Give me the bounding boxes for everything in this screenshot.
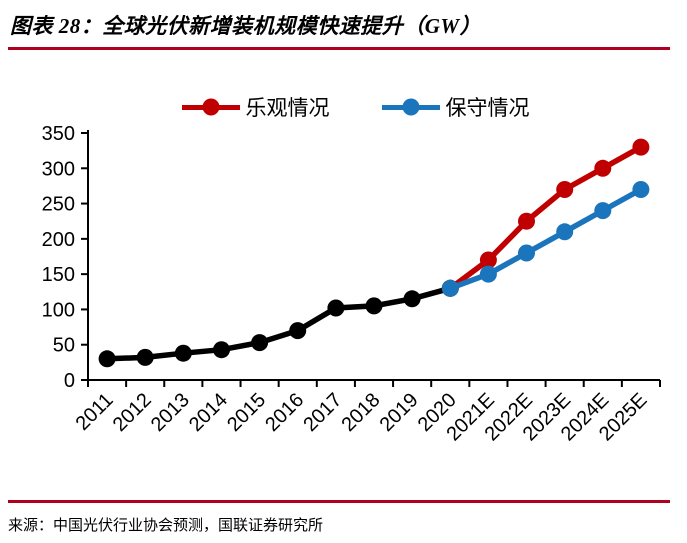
- data-point-marker: [556, 181, 574, 198]
- data-point-marker: [632, 138, 650, 156]
- x-tick-label: 2019: [376, 389, 423, 436]
- y-tick-label: 100: [42, 299, 75, 321]
- data-point-marker: [479, 265, 497, 283]
- legend-dot-icon: [202, 98, 219, 116]
- data-point-marker: [518, 244, 535, 262]
- chart-legend: 乐观情况 保守情况: [12, 92, 687, 122]
- x-tick-label: 2017: [299, 389, 346, 436]
- data-point-marker: [518, 212, 535, 230]
- y-tick-label: 250: [42, 194, 75, 216]
- legend-label: 乐观情况: [245, 96, 330, 120]
- data-point-marker: [98, 350, 116, 368]
- y-tick-label: 300: [42, 158, 75, 180]
- source-note: 来源：中国光伏行业协会预测，国联证券研究所: [8, 518, 324, 534]
- legend-label: 保守情况: [445, 96, 530, 120]
- data-point-marker: [403, 290, 421, 308]
- legend-item-optimistic: 乐观情况: [181, 92, 330, 122]
- y-tick-label: 150: [42, 264, 75, 286]
- data-point-marker: [365, 297, 383, 315]
- data-point-marker: [556, 223, 574, 241]
- data-point-marker: [174, 344, 192, 362]
- x-tick-label: 2012: [109, 389, 156, 436]
- data-point-marker: [213, 341, 230, 359]
- data-point-marker: [327, 299, 345, 317]
- series-line: [106, 285, 452, 362]
- title-divider-rule: [8, 47, 670, 50]
- y-tick-label: 0: [64, 370, 75, 392]
- legend-item-conservative: 保守情况: [381, 92, 530, 122]
- series-line: [448, 144, 643, 291]
- data-point-marker: [289, 322, 307, 340]
- legend-line-marker-blue: [381, 98, 440, 116]
- data-point-marker: [136, 348, 154, 366]
- data-point-marker: [594, 159, 612, 177]
- y-tick-label: 50: [53, 335, 75, 357]
- footer-divider-rule: [8, 500, 670, 503]
- data-point-marker: [479, 251, 497, 269]
- x-tick-label: 2014: [185, 389, 232, 436]
- chart-canvas: 0501001502002503003502011201220132014201…: [42, 123, 661, 445]
- x-tick-label: 2013: [147, 389, 194, 436]
- x-tick-label: 2016: [261, 389, 308, 436]
- data-point-marker: [594, 202, 612, 220]
- data-point-marker: [632, 181, 650, 198]
- x-tick-label: 2015: [223, 389, 270, 436]
- y-tick-label: 350: [42, 123, 75, 145]
- figure-title: 图表 28：全球光伏新增装机规模快速提升（GW）: [10, 14, 482, 38]
- x-tick-label: 2018: [338, 389, 385, 436]
- legend-line-marker-red: [181, 98, 240, 116]
- y-tick-label: 200: [42, 229, 75, 251]
- data-point-marker: [441, 279, 459, 297]
- x-tick-label: 2011: [72, 389, 118, 435]
- data-point-marker: [251, 334, 269, 352]
- legend-dot-icon: [402, 98, 419, 116]
